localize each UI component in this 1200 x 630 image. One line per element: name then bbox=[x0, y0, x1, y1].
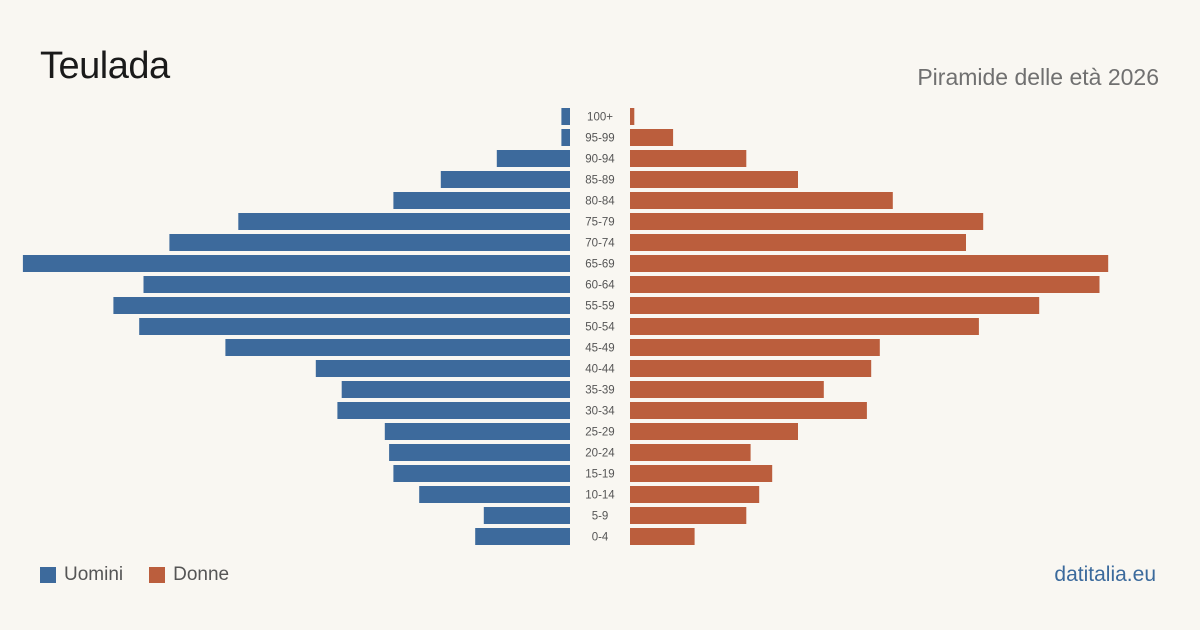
age-label-35-39: 35-39 bbox=[585, 385, 614, 397]
age-label-100+: 100+ bbox=[587, 112, 613, 124]
age-label-95-99: 95-99 bbox=[585, 133, 614, 145]
bar-men-45-49 bbox=[225, 339, 570, 356]
age-label-65-69: 65-69 bbox=[585, 259, 614, 271]
bar-men-60-64 bbox=[143, 276, 570, 293]
chart-subtitle: Piramide delle età 2026 bbox=[917, 64, 1159, 90]
bar-men-15-19 bbox=[393, 465, 570, 482]
bar-men-95-99 bbox=[561, 129, 570, 146]
brand-link[interactable]: datitalia.eu bbox=[1054, 563, 1156, 586]
bar-women-45-49 bbox=[630, 339, 880, 356]
bar-men-85-89 bbox=[440, 171, 570, 188]
legend-item-women: Donne bbox=[149, 564, 229, 586]
legend-label-women: Donne bbox=[173, 564, 230, 585]
age-label-25-29: 25-29 bbox=[585, 427, 614, 439]
bar-women-90-94 bbox=[630, 150, 747, 167]
legend-item-men: Uomini bbox=[40, 564, 123, 586]
bar-women-15-19 bbox=[630, 465, 773, 482]
bar-men-25-29 bbox=[384, 423, 570, 440]
bar-men-70-74 bbox=[169, 234, 570, 251]
bar-men-10-14 bbox=[419, 486, 570, 503]
legend-swatch-men bbox=[40, 567, 56, 583]
age-label-90-94: 90-94 bbox=[585, 154, 615, 166]
bar-women-5-9 bbox=[630, 507, 747, 524]
age-label-75-79: 75-79 bbox=[585, 217, 614, 229]
bar-women-65-69 bbox=[630, 255, 1109, 272]
bar-women-20-24 bbox=[630, 444, 751, 461]
bar-women-80-84 bbox=[630, 192, 893, 209]
bar-men-35-39 bbox=[341, 381, 570, 398]
age-label-45-49: 45-49 bbox=[585, 343, 614, 355]
bar-men-50-54 bbox=[139, 318, 570, 335]
bar-women-0-4 bbox=[630, 528, 695, 545]
age-label-20-24: 20-24 bbox=[585, 448, 615, 460]
bar-men-5-9 bbox=[483, 507, 570, 524]
bar-women-75-79 bbox=[630, 213, 984, 230]
bar-women-35-39 bbox=[630, 381, 824, 398]
bar-women-60-64 bbox=[630, 276, 1100, 293]
bar-women-10-14 bbox=[630, 486, 760, 503]
bar-men-55-59 bbox=[113, 297, 571, 314]
legend-swatch-women bbox=[149, 567, 166, 583]
age-label-60-64: 60-64 bbox=[585, 280, 615, 292]
age-label-30-34: 30-34 bbox=[585, 406, 615, 418]
bar-women-30-34 bbox=[630, 402, 867, 419]
age-label-0-4: 0-4 bbox=[592, 532, 609, 544]
bar-women-85-89 bbox=[630, 171, 798, 188]
legend: Uomini Donne bbox=[40, 564, 255, 586]
legend-label-men: Uomini bbox=[64, 564, 124, 585]
bar-women-25-29 bbox=[630, 423, 798, 440]
bar-women-40-44 bbox=[630, 360, 872, 377]
bar-women-100+ bbox=[630, 108, 635, 125]
bar-men-100+ bbox=[561, 108, 570, 125]
age-label-50-54: 50-54 bbox=[585, 322, 615, 334]
age-label-70-74: 70-74 bbox=[585, 238, 615, 250]
bar-men-65-69 bbox=[22, 255, 570, 272]
age-label-55-59: 55-59 bbox=[585, 301, 614, 313]
bar-men-90-94 bbox=[496, 150, 570, 167]
bar-women-70-74 bbox=[630, 234, 966, 251]
bar-men-0-4 bbox=[475, 528, 570, 545]
bar-men-30-34 bbox=[337, 402, 570, 419]
age-label-15-19: 15-19 bbox=[585, 469, 614, 481]
age-label-10-14: 10-14 bbox=[585, 490, 615, 502]
bar-women-55-59 bbox=[630, 297, 1040, 314]
bar-men-40-44 bbox=[315, 360, 570, 377]
age-label-85-89: 85-89 bbox=[585, 175, 614, 187]
bar-men-20-24 bbox=[389, 444, 570, 461]
bar-men-80-84 bbox=[393, 192, 570, 209]
bar-women-95-99 bbox=[630, 129, 674, 146]
bar-women-50-54 bbox=[630, 318, 979, 335]
age-label-5-9: 5-9 bbox=[592, 511, 609, 523]
bar-men-75-79 bbox=[238, 213, 571, 230]
age-label-40-44: 40-44 bbox=[585, 364, 615, 376]
page-title: Teulada bbox=[40, 45, 170, 87]
age-label-80-84: 80-84 bbox=[585, 196, 615, 208]
